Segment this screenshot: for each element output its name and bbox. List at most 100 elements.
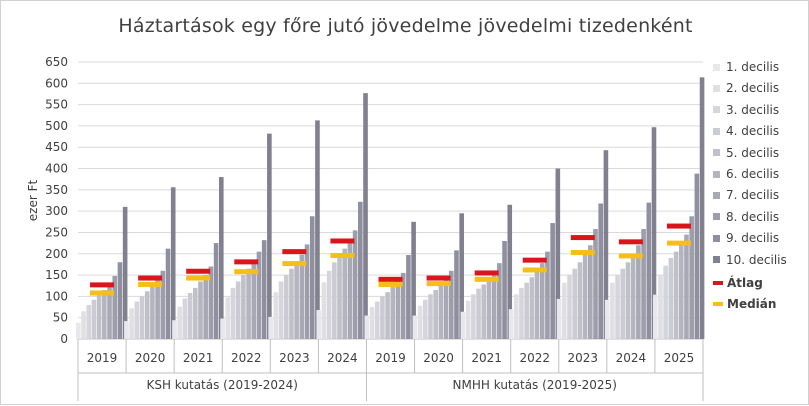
bar-decile-2: [177, 306, 182, 339]
bar-decile-3: [230, 287, 236, 339]
bar-decile-10: [603, 150, 609, 339]
bar-decile-9: [213, 243, 219, 339]
bar-decile-3: [374, 301, 380, 339]
atlag-marker: [186, 268, 211, 274]
bar-decile-7: [684, 234, 689, 339]
chart-title: Háztartások egy főre jutó jövedelme jöve…: [118, 15, 693, 37]
median-marker: [570, 249, 595, 255]
bar-decile-4: [235, 281, 241, 339]
x-tick-label: 2022: [231, 351, 262, 365]
x-tick-label: 2024: [616, 351, 647, 365]
atlag-marker: [330, 238, 355, 244]
bar-decile-8: [304, 244, 310, 339]
bar-decile-10: [507, 204, 513, 339]
bar-decile-3: [471, 294, 476, 339]
bar-decile-10: [315, 120, 320, 339]
bar-decile-4: [187, 292, 193, 339]
bar-decile-9: [502, 240, 507, 339]
bar-decile-2: [658, 275, 663, 339]
legend-item-decile-1: 1. decilis: [713, 59, 779, 75]
atlag-marker: [90, 282, 115, 288]
atlag-marker: [666, 223, 691, 229]
bar-decile-5: [144, 291, 150, 339]
median-marker: [666, 240, 691, 246]
bar-decile-9: [309, 216, 315, 339]
bar-decile-9: [165, 248, 171, 339]
bar-decile-8: [208, 266, 214, 339]
bar-decile-2: [610, 282, 615, 339]
bar-decile-1: [220, 318, 225, 339]
bar-decile-5: [385, 292, 390, 339]
bar-decile-5: [192, 287, 198, 339]
bar-decile-10: [363, 93, 368, 340]
legend-label: Medián: [727, 297, 777, 312]
bar-decile-2: [129, 308, 134, 339]
legend-swatch: [713, 84, 720, 92]
x-tick-label: 2025: [664, 351, 695, 365]
legend-label: 9. decilis: [726, 231, 780, 246]
y-axis-label: ezer Ft: [26, 179, 40, 221]
median-marker: [282, 261, 307, 267]
bar-decile-7: [107, 284, 112, 339]
bar-decile-2: [369, 307, 375, 339]
bar-decile-10: [218, 177, 224, 339]
bar-decile-1: [460, 311, 466, 339]
bar-decile-2: [513, 294, 519, 339]
bar-decile-9: [117, 262, 123, 339]
legend-item-median: Medián: [713, 296, 776, 312]
median-marker: [618, 253, 643, 259]
bar-decile-9: [406, 255, 411, 339]
bar-decile-3: [422, 299, 428, 339]
atlag-marker: [234, 259, 259, 265]
bar-decile-7: [251, 261, 257, 339]
bar-decile-4: [476, 288, 481, 339]
median-marker: [474, 276, 499, 282]
bar-decile-5: [625, 262, 631, 339]
x-tick-label: 2019: [375, 351, 406, 365]
median-marker: [378, 281, 403, 287]
median-marker: [138, 281, 163, 287]
median-marker: [426, 281, 451, 287]
bar-decile-1: [604, 299, 610, 339]
legend-swatch: [713, 127, 720, 135]
bar-decile-8: [352, 230, 358, 339]
bar-decile-7: [539, 263, 545, 339]
bar-decile-9: [598, 203, 604, 339]
y-tick-label: 150: [45, 268, 68, 282]
bar-decile-1: [364, 315, 370, 339]
bar-decile-5: [337, 255, 342, 339]
bar-decile-9: [694, 173, 700, 339]
y-tick-label: 550: [45, 98, 68, 112]
bar-decile-8: [256, 251, 262, 339]
bar-decile-10: [411, 221, 416, 339]
atlag-marker: [570, 235, 595, 241]
x-tick-label: 2024: [327, 351, 358, 365]
atlag-marker: [282, 249, 307, 255]
atlag-marker: [138, 275, 163, 281]
bar-decile-2: [225, 297, 231, 339]
atlag-marker: [378, 276, 403, 282]
bar-decile-2: [273, 292, 279, 339]
atlag-marker: [522, 257, 547, 263]
x-tick-label: 2020: [423, 351, 454, 365]
bar-decile-3: [86, 304, 92, 339]
bar-decile-3: [182, 298, 188, 339]
bar-decile-3: [278, 281, 284, 339]
bar-decile-10: [267, 133, 272, 339]
group-label: NMHH kutatás (2019-2025): [453, 378, 617, 392]
bar-decile-3: [519, 287, 524, 339]
bar-decile-10: [459, 213, 464, 339]
y-tick-label: 0: [60, 332, 68, 346]
y-tick-label: 500: [45, 119, 68, 133]
atlag-marker: [618, 239, 643, 245]
bar-decile-10: [651, 127, 657, 339]
x-tick-label: 2019: [87, 351, 118, 365]
bar-decile-7: [203, 275, 208, 339]
legend-item-decile-4: 4. decilis: [713, 123, 779, 139]
atlag-marker: [474, 270, 499, 276]
bar-decile-4: [620, 268, 626, 339]
legend-label: 5. decilis: [726, 145, 780, 160]
x-tick-label: 2023: [279, 351, 310, 365]
bar-decile-4: [91, 299, 97, 339]
bar-decile-5: [673, 251, 679, 339]
